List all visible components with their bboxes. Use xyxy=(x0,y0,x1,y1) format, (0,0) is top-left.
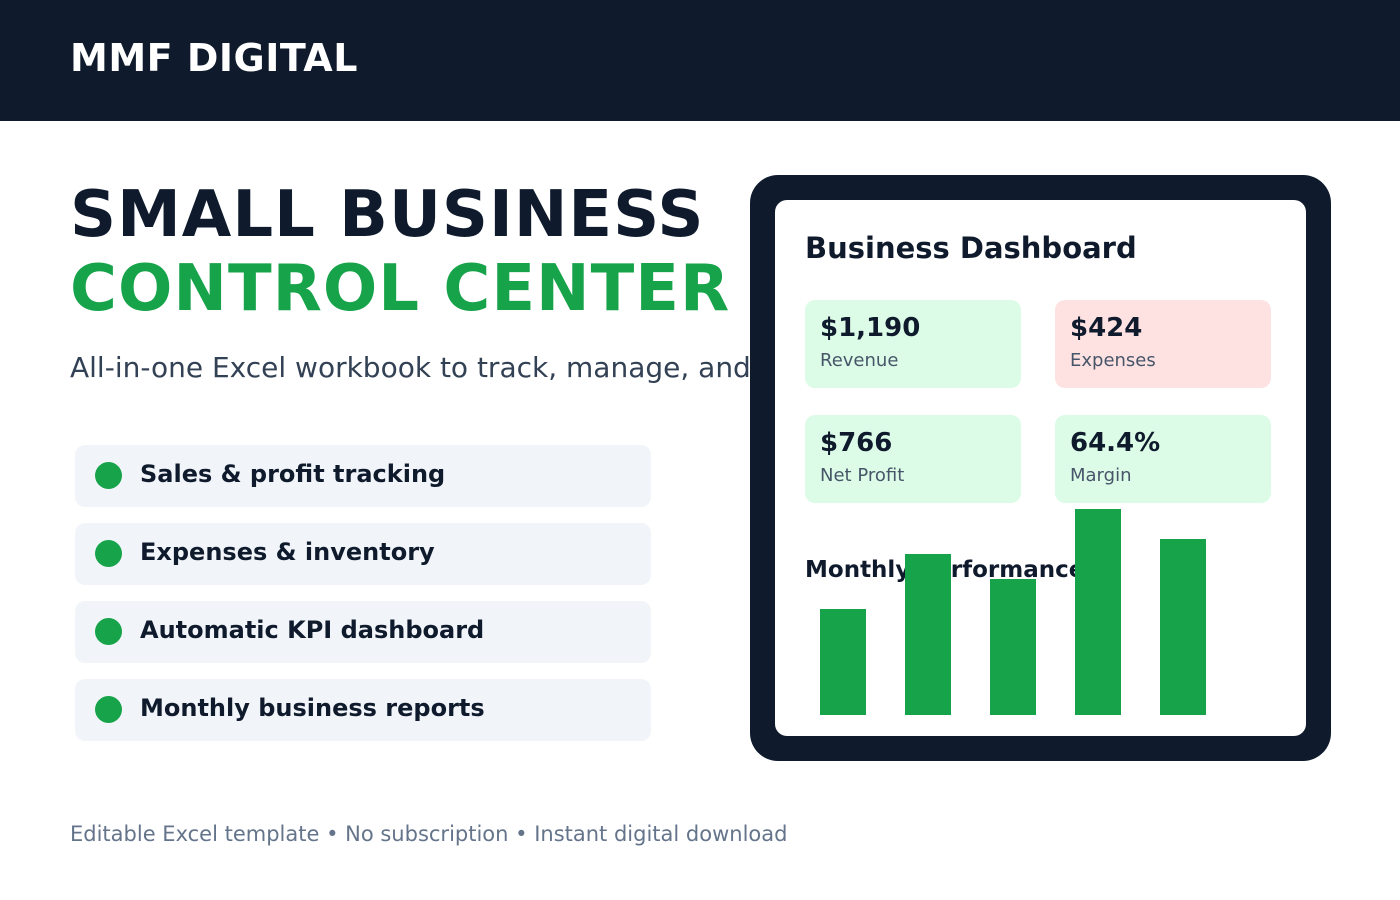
green-dot-icon xyxy=(95,696,122,723)
kpi-label: Margin xyxy=(1070,465,1132,486)
dashboard-device-frame: Business Dashboard $1,190 Revenue $424 E… xyxy=(750,175,1331,761)
chart-bar-3 xyxy=(990,579,1036,715)
chart-bar-4 xyxy=(1075,509,1121,715)
dashboard-title: Business Dashboard xyxy=(805,231,1137,265)
kpi-value: 64.4% xyxy=(1070,428,1161,458)
feature-label: Sales & profit tracking xyxy=(140,460,446,488)
feature-item-kpi: Automatic KPI dashboard xyxy=(75,601,651,663)
chart-bar-2 xyxy=(905,554,951,715)
kpi-label: Net Profit xyxy=(820,465,905,486)
green-dot-icon xyxy=(95,618,122,645)
feature-item-sales: Sales & profit tracking xyxy=(75,445,651,507)
kpi-value: $424 xyxy=(1070,313,1143,343)
kpi-card-expenses: $424 Expenses xyxy=(1055,300,1271,388)
feature-item-reports: Monthly business reports xyxy=(75,679,651,741)
feature-label: Expenses & inventory xyxy=(140,538,435,566)
hero-title-line-2: CONTROL CENTER xyxy=(70,252,731,326)
kpi-card-net-profit: $766 Net Profit xyxy=(805,415,1021,503)
kpi-label: Revenue xyxy=(820,350,899,371)
feature-label: Monthly business reports xyxy=(140,694,485,722)
chart-bar-5 xyxy=(1160,539,1206,715)
feature-label: Automatic KPI dashboard xyxy=(140,616,485,644)
kpi-value: $766 xyxy=(820,428,893,458)
kpi-label: Expenses xyxy=(1070,350,1156,371)
kpi-value: $1,190 xyxy=(820,313,921,343)
brand-logo-text: MMF DIGITAL xyxy=(70,36,358,80)
dashboard-screen: Business Dashboard $1,190 Revenue $424 E… xyxy=(775,200,1306,736)
feature-item-expenses: Expenses & inventory xyxy=(75,523,651,585)
hero-title-line-1: SMALL BUSINESS xyxy=(70,178,705,252)
top-header: MMF DIGITAL xyxy=(0,0,1400,121)
green-dot-icon xyxy=(95,540,122,567)
kpi-card-margin: 64.4% Margin xyxy=(1055,415,1271,503)
chart-bar-1 xyxy=(820,609,866,715)
green-dot-icon xyxy=(95,462,122,489)
kpi-card-revenue: $1,190 Revenue xyxy=(805,300,1021,388)
footer-tagline: Editable Excel template • No subscriptio… xyxy=(70,822,788,846)
